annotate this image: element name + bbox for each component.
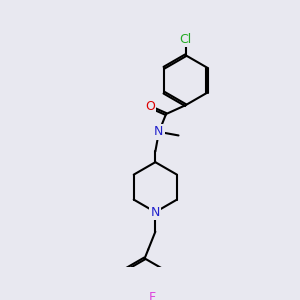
Text: N: N	[154, 125, 164, 138]
Text: O: O	[145, 100, 155, 113]
Text: N: N	[151, 206, 160, 219]
Text: Cl: Cl	[179, 33, 192, 46]
Text: F: F	[148, 291, 156, 300]
